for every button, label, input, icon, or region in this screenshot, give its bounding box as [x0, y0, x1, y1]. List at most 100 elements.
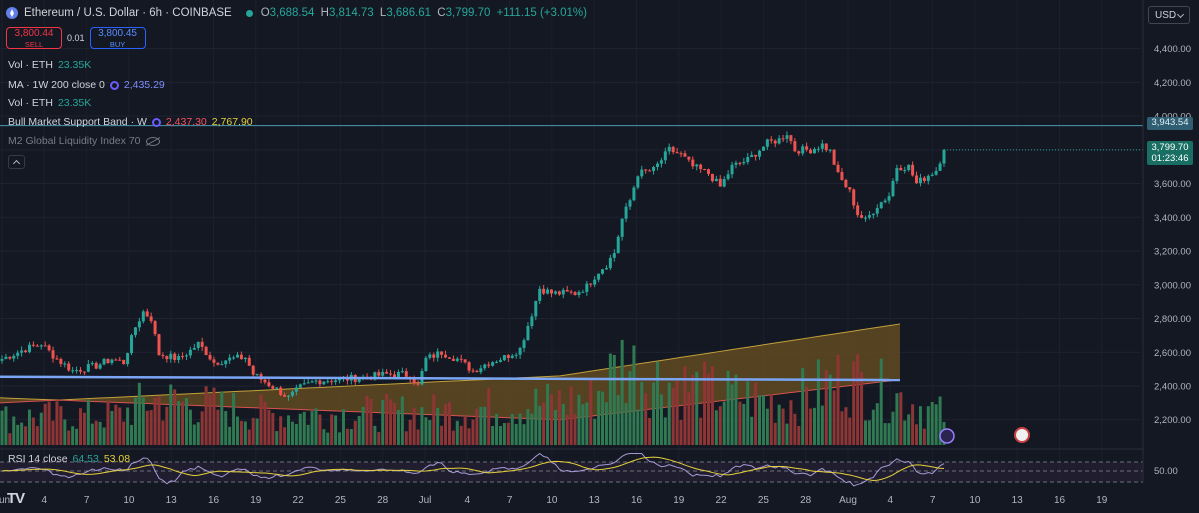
- candle-body: [318, 380, 322, 385]
- candle-body: [432, 354, 436, 358]
- volume-bar: [126, 407, 130, 445]
- x-tick-label: 19: [673, 495, 685, 506]
- price-change: +111.15 (+3.01%): [496, 7, 587, 19]
- volume-bar: [616, 395, 620, 445]
- buy-button[interactable]: 3,800.45 BUY: [89, 27, 146, 49]
- bull-band-upper: [0, 323, 901, 401]
- volume-bar: [447, 402, 451, 445]
- volume-bar: [581, 404, 585, 445]
- indicator-m2-liquidity[interactable]: M2 Global Liquidity Index 70: [8, 135, 160, 147]
- candle-body: [616, 236, 620, 254]
- candle-body: [330, 381, 334, 383]
- currency-select[interactable]: USD: [1148, 6, 1190, 24]
- collapse-indicators-button[interactable]: [8, 155, 25, 169]
- candle-body: [510, 355, 514, 358]
- volume-bar: [455, 420, 459, 445]
- volume-bar: [498, 426, 502, 445]
- volume-bar: [707, 373, 710, 445]
- volume-bar: [169, 384, 173, 445]
- candle-body: [290, 391, 294, 396]
- candle-body: [82, 371, 86, 373]
- volume-bar: [624, 402, 628, 445]
- volume-bar: [188, 409, 192, 445]
- candle-body: [769, 139, 773, 141]
- candle-body: [491, 362, 495, 366]
- candle-body: [396, 371, 400, 378]
- candle-body: [812, 148, 816, 154]
- volume-bar: [667, 382, 671, 445]
- volume-bar: [565, 414, 569, 445]
- x-tick-label: 16: [208, 495, 220, 506]
- volume-bar: [361, 406, 365, 445]
- symbol-title[interactable]: Ethereum / U.S. Dollar · 6h · COINBASE: [24, 7, 232, 19]
- volume-bar: [883, 423, 887, 445]
- volume-bar: [734, 374, 738, 445]
- tradingview-logo[interactable]: TV: [7, 490, 25, 507]
- volume-bar: [59, 406, 63, 445]
- candle-body: [373, 372, 377, 380]
- candle-body: [530, 316, 534, 327]
- volume-bar: [451, 430, 455, 445]
- volume-bar: [385, 393, 389, 445]
- candle-body: [502, 355, 506, 361]
- volume-bar: [471, 419, 475, 445]
- volume-bar: [98, 421, 102, 445]
- candle-body: [298, 384, 302, 388]
- volume-bar: [534, 388, 538, 445]
- event-icons[interactable]: [939, 427, 1030, 444]
- candle-body: [942, 149, 946, 164]
- volume-bar: [938, 396, 942, 445]
- volume-bar: [330, 414, 334, 445]
- candle-body: [883, 200, 887, 203]
- candle-body: [459, 358, 463, 360]
- volume-bar: [899, 392, 903, 445]
- candle-body: [322, 381, 326, 385]
- volume-bar: [612, 354, 616, 445]
- candle-body: [628, 200, 632, 207]
- indicator-bull-band[interactable]: Bull Market Support Band · W 2,437.30 2,76…: [8, 116, 253, 128]
- candle-body: [385, 371, 389, 374]
- x-tick-label: 19: [1096, 495, 1108, 506]
- candle-body: [655, 163, 659, 167]
- volume-bar: [867, 420, 871, 445]
- indicator-volume[interactable]: Vol · ETH 23.35K: [8, 59, 92, 71]
- volume-bar: [243, 421, 247, 445]
- candle-body: [228, 357, 232, 361]
- candle-body: [451, 358, 455, 361]
- candle-body: [106, 358, 110, 364]
- candle-body: [447, 357, 451, 359]
- candlesticks: [0, 131, 946, 401]
- candle-body: [169, 353, 173, 360]
- volume-bar: [90, 423, 94, 445]
- horizontal-lines: [0, 125, 1143, 151]
- volume-bar: [769, 393, 773, 445]
- volume-bar: [479, 406, 483, 445]
- volume-bar: [793, 413, 797, 445]
- candle-body: [718, 178, 722, 187]
- volume-bar: [699, 417, 703, 445]
- volume-bar: [396, 409, 400, 445]
- candle-body: [145, 311, 149, 317]
- rsi-pane: 50.00: [0, 452, 1178, 487]
- indicator-ma[interactable]: MA · 1W 200 close 0 2,435.29: [8, 79, 165, 91]
- volume-bar: [161, 420, 165, 445]
- settings-icon[interactable]: [109, 80, 119, 90]
- candle-body: [546, 289, 550, 294]
- y-tick-label: 2,400.00: [1154, 382, 1191, 393]
- y-tick-label: 3,000.00: [1154, 280, 1191, 291]
- volume-bar: [416, 429, 420, 445]
- candle-body: [90, 363, 94, 365]
- x-tick-label: 22: [716, 495, 728, 506]
- x-tick-label: 25: [335, 495, 347, 506]
- hidden-eye-icon[interactable]: [145, 136, 160, 146]
- indicator-rsi[interactable]: RSI 14 close 64.53 53.08: [8, 453, 131, 465]
- indicator-volume-2[interactable]: Vol · ETH 23.35K: [8, 97, 92, 109]
- rsi-tick-label: 50.00: [1154, 466, 1178, 477]
- candle-body: [938, 163, 942, 171]
- settings-icon[interactable]: [151, 117, 161, 127]
- candle-body: [51, 350, 55, 359]
- candle-body: [856, 205, 860, 216]
- sell-button[interactable]: 3,800.44 SELL: [6, 27, 62, 49]
- candle-body: [216, 362, 220, 365]
